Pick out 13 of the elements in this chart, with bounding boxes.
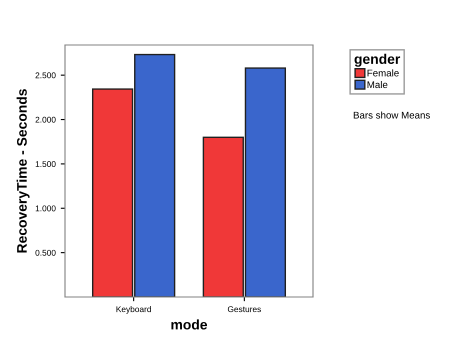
- y-tick-label: 2.500: [36, 72, 56, 78]
- legend-label: Male: [368, 80, 388, 88]
- x-axis-title: mode: [171, 319, 208, 330]
- text: Bars show Means: [354, 111, 430, 119]
- y-tick-label: 0.500: [35, 250, 56, 256]
- y-tick-label: 1.000: [36, 205, 56, 212]
- y-axis-title: RecoveryTime - Seconds: [16, 89, 30, 253]
- legend-label: Female: [368, 69, 399, 76]
- y-tick-label: 2.000: [36, 116, 56, 123]
- y-tick-label: 1.500: [36, 161, 56, 168]
- x-tick-label: Gestures: [228, 306, 261, 312]
- legend-title: gender: [354, 54, 400, 67]
- x-tick-label: Keyboard: [116, 306, 151, 314]
